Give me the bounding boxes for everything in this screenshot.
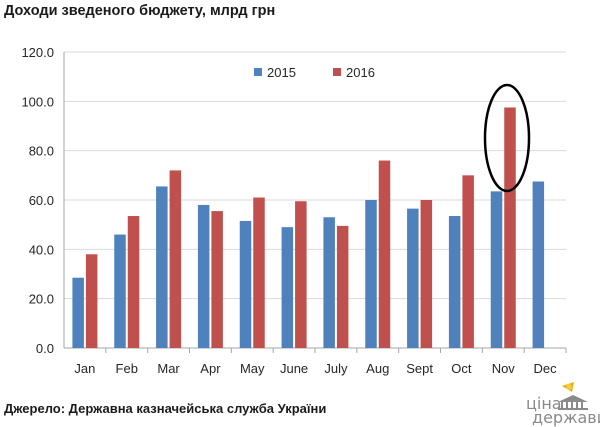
bar-2016-july	[336, 225, 349, 348]
bar-2015-sept	[407, 208, 419, 348]
bar-2015-apr	[197, 204, 210, 348]
legend-label-2015: 2015	[267, 65, 296, 80]
bar-2016-june	[295, 201, 307, 348]
x-tick-label: Dec	[534, 361, 558, 376]
logo: ціна держави	[522, 378, 600, 427]
y-tick-label: 100.0	[21, 94, 54, 109]
logo-text-line2: держави	[532, 408, 600, 427]
x-tick-label: Sept	[406, 361, 433, 376]
x-tick-label: Jan	[74, 361, 95, 376]
bar-2015-aug	[365, 200, 377, 348]
bar-2015-nov	[490, 191, 503, 348]
source-note: Джерело: Державна казначейська служба Ук…	[4, 401, 327, 416]
bar-2015-mar	[156, 186, 168, 348]
y-tick-label: 0.0	[36, 341, 54, 356]
bar-2016-mar	[169, 170, 182, 348]
bar-2015-oct	[448, 216, 461, 348]
x-tick-label: Aug	[366, 361, 389, 376]
x-tick-label: Apr	[200, 361, 221, 376]
legend-label-2016: 2016	[346, 65, 375, 80]
chart-title: Доходи зведеного бюджету, млрд грн	[4, 3, 276, 19]
bar-2016-feb	[127, 216, 140, 348]
highlight-ellipse	[483, 83, 531, 193]
x-tick-label: Feb	[116, 361, 138, 376]
bar-2015-july	[323, 217, 335, 348]
logo-text-line1: ціна	[526, 394, 562, 413]
bar-2015-dec	[532, 181, 545, 348]
y-tick-label: 40.0	[29, 242, 54, 257]
y-tick-label: 60.0	[29, 193, 54, 208]
x-tick-label: Nov	[492, 361, 516, 376]
bar-2016-apr	[211, 211, 223, 348]
bar-2016-aug	[378, 160, 391, 348]
legend-swatch-2016	[333, 68, 341, 76]
bar-2016-oct	[462, 175, 474, 348]
bar-2015-feb	[114, 234, 126, 348]
bar-2015-may	[239, 220, 252, 348]
x-tick-label: Mar	[157, 361, 180, 376]
y-tick-label: 120.0	[21, 45, 54, 60]
bar-2016-may	[253, 197, 265, 348]
bar-2016-nov	[504, 107, 516, 348]
x-tick-label: July	[324, 361, 348, 376]
legend-swatch-2015	[254, 68, 262, 76]
x-tick-label: May	[240, 361, 265, 376]
y-tick-label: 20.0	[29, 292, 54, 307]
logo-icon	[558, 382, 588, 410]
x-tick-label: June	[280, 361, 308, 376]
logo-text: ціна держави	[526, 394, 600, 427]
bar-2016-jan	[85, 254, 98, 348]
bar-2015-jan	[72, 277, 84, 348]
y-tick-label: 80.0	[29, 144, 54, 159]
bar-2016-sept	[420, 200, 433, 348]
bar-2015-june	[281, 227, 294, 348]
x-tick-label: Oct	[451, 361, 472, 376]
